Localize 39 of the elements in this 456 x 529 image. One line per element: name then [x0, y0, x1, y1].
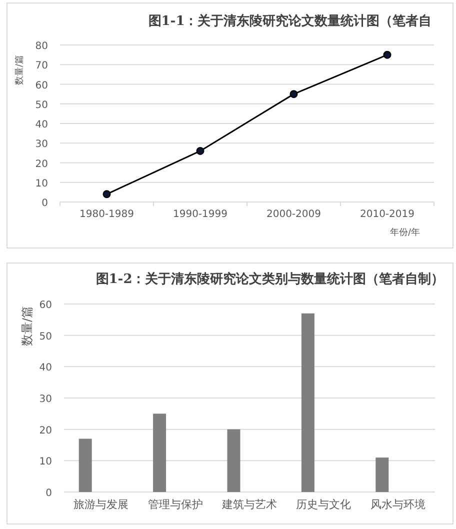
- x-tick-label: 2000-2009: [266, 209, 322, 220]
- y-tick-label: 30: [35, 139, 48, 150]
- y-tick-label: 40: [35, 120, 48, 130]
- x-tick-label: 2010-2019: [360, 209, 415, 220]
- x-tick-label: 1980-1989: [79, 209, 134, 220]
- y-tick-label: 40: [39, 362, 52, 374]
- y-tick-label: 70: [35, 60, 48, 72]
- bar: [153, 414, 166, 492]
- x-tick-label: 历史与文化: [296, 498, 352, 511]
- y-axis-title: 数量/篇: [14, 54, 25, 86]
- x-tick-label: 1990-1999: [172, 209, 228, 220]
- y-tick-label: 60: [39, 300, 52, 311]
- y-tick-label: 0: [46, 488, 52, 499]
- x-tick-label: 建筑与艺术: [221, 498, 277, 511]
- x-tick-label: 旅游与发展: [74, 498, 129, 511]
- point: [383, 50, 392, 59]
- point: [102, 190, 111, 198]
- chart-title: 图1-2：关于清东陵研究论文类别与数量统计图（笔者自制）: [96, 271, 444, 287]
- y-axis-title: 数量/篇: [20, 306, 34, 346]
- y-tick-label: 50: [35, 100, 48, 111]
- y-tick-label: 0: [42, 198, 48, 209]
- y-tick-label: 10: [35, 178, 48, 190]
- bar: [376, 458, 389, 492]
- y-tick-label: 30: [39, 394, 52, 405]
- bar: [78, 438, 92, 492]
- y-tick-label: 50: [39, 331, 52, 342]
- y-tick-label: 10: [39, 456, 52, 468]
- bar: [301, 313, 314, 492]
- y-tick-label: 20: [35, 158, 48, 170]
- x-axis-title: 年份/年: [390, 227, 420, 238]
- x-tick-label: 风水与环境: [370, 498, 426, 511]
- y-tick-label: 20: [39, 425, 52, 436]
- x-tick-label: 管理与保护: [148, 498, 203, 511]
- point: [290, 90, 298, 98]
- y-tick-label: 80: [35, 41, 48, 52]
- bar: [227, 429, 240, 492]
- y-tick-label: 60: [35, 80, 48, 92]
- point: [196, 146, 204, 155]
- chart-title: 图1-1：关于清东陵研究论文数量统计图（笔者自: [148, 13, 432, 29]
